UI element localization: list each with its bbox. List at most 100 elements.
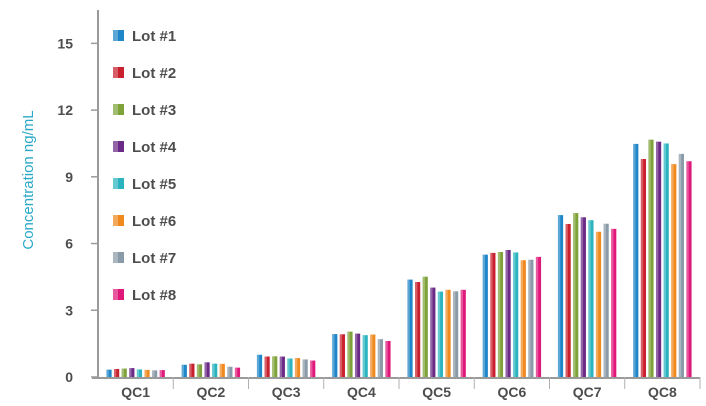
legend-swatch (113, 141, 124, 152)
bar (159, 370, 165, 377)
bar-fill (219, 363, 225, 377)
bar-highlight (535, 256, 539, 377)
bar-fill (453, 291, 459, 377)
bar-highlight (633, 143, 636, 377)
bar (370, 334, 376, 377)
bar (332, 334, 338, 377)
bar (671, 164, 677, 377)
bar-fill (272, 356, 278, 377)
bar-fill (611, 228, 617, 377)
bar-highlight (332, 334, 335, 377)
bar-highlight (490, 252, 493, 377)
bar (573, 213, 579, 377)
bar-highlight (415, 282, 418, 377)
bar (580, 217, 586, 377)
bar-highlight (460, 289, 463, 377)
bar-highlight (144, 369, 147, 377)
legend-item: Lot #6 (113, 213, 176, 230)
legend-item: Lot #4 (113, 139, 177, 156)
bar-highlight (302, 359, 305, 377)
bar-highlight (227, 366, 230, 377)
bar-highlight (204, 362, 207, 377)
bar-highlight (588, 220, 591, 377)
bar (445, 289, 451, 377)
y-tick-label: 0 (65, 369, 73, 385)
bar-highlight (663, 143, 666, 377)
bar (453, 291, 459, 377)
bar (189, 363, 195, 377)
bar-fill (106, 369, 112, 377)
bar-highlight (437, 291, 441, 377)
bar-fill (588, 220, 594, 377)
bar-fill (573, 213, 579, 377)
bar-highlight (136, 369, 140, 377)
y-tick-label: 6 (65, 236, 73, 252)
bar-fill (385, 340, 391, 377)
bar (482, 254, 488, 377)
bar-fill (256, 354, 263, 377)
bar-highlight (362, 335, 365, 377)
legend-label: Lot #4 (132, 139, 177, 156)
bar-highlight (513, 252, 516, 377)
bar-fill (482, 254, 488, 377)
bar-fill (121, 368, 127, 377)
bar-highlight (196, 364, 200, 377)
bar-fill (302, 359, 308, 377)
bar (377, 339, 383, 377)
bar-highlight (181, 364, 185, 377)
bar (212, 363, 218, 377)
legend-swatch-highlight (113, 215, 118, 226)
bar-fill (535, 256, 542, 377)
bar-fill (490, 252, 496, 377)
bar-fill (648, 139, 654, 377)
bar (302, 359, 308, 377)
bar (686, 161, 692, 377)
legend-swatch (113, 252, 124, 263)
bar-highlight (678, 153, 682, 377)
bar-highlight (121, 368, 124, 377)
bar (264, 356, 270, 377)
bar-fill (279, 356, 285, 377)
bar (287, 358, 293, 377)
bar (535, 256, 542, 377)
bar-fill (129, 368, 135, 377)
bar (490, 252, 496, 377)
bar-highlight (407, 279, 410, 377)
bar-fill (603, 223, 609, 377)
bar-fill (565, 223, 571, 377)
x-tick-label: QC1 (121, 384, 150, 400)
legend-label: Lot #3 (132, 102, 176, 119)
x-tick-label: QC8 (648, 384, 677, 400)
legend-label: Lot #5 (132, 176, 176, 193)
bar (588, 220, 594, 377)
legend-swatch-highlight (113, 178, 118, 189)
legend-label: Lot #6 (132, 213, 176, 230)
bar-highlight (422, 276, 425, 377)
bar-highlight (640, 159, 644, 377)
bar-fill (196, 364, 203, 377)
legend-swatch-highlight (113, 141, 118, 152)
bar-fill (152, 370, 158, 377)
bar-highlight (453, 291, 456, 377)
bar-fill (114, 368, 120, 377)
bar-fill (227, 366, 233, 377)
bar (136, 369, 143, 377)
axes: 0 3 6 9 12 15 QC1 QC2 QC3 QC4 QC5 QC6 QC7 QC8 (57, 10, 701, 400)
bar (294, 358, 301, 377)
legend-swatch (113, 289, 124, 300)
legend-label: Lot #7 (132, 250, 176, 267)
bar (648, 139, 654, 377)
bar (640, 159, 646, 377)
bar (565, 223, 571, 377)
bar-fill (204, 362, 210, 377)
bar-fill (407, 279, 413, 377)
x-tick-label: QC3 (272, 384, 301, 400)
bar (106, 369, 112, 377)
bar-highlight (152, 370, 155, 377)
bar-highlight (264, 356, 267, 377)
bar-highlight (189, 363, 192, 377)
bar (460, 289, 466, 377)
bar-highlight (347, 331, 350, 377)
legend-label: Lot #8 (132, 287, 176, 304)
bar-highlight (482, 254, 486, 377)
